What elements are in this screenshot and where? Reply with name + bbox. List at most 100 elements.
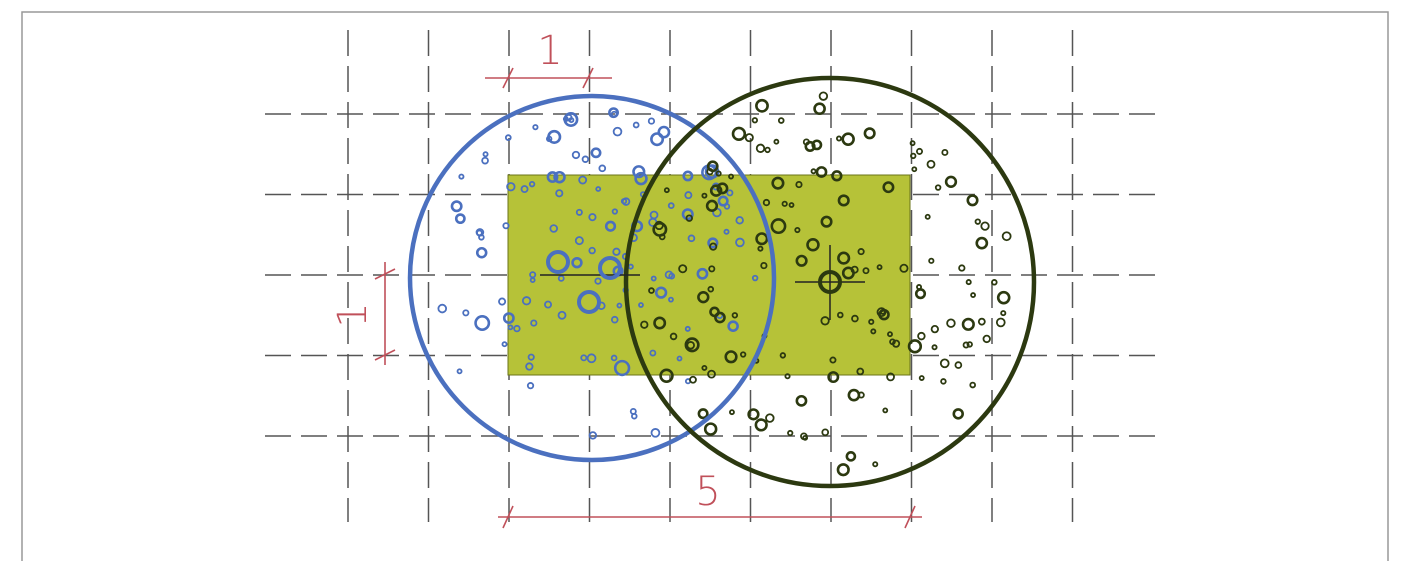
particle: [687, 234, 696, 243]
particle: [962, 341, 970, 349]
particle: [760, 261, 768, 270]
particle: [685, 214, 693, 222]
particle: [966, 341, 973, 348]
particle: [747, 408, 760, 421]
particle: [709, 184, 723, 197]
particle: [804, 140, 816, 152]
particle: [557, 310, 567, 320]
particle: [907, 339, 923, 354]
particle: [667, 202, 675, 210]
particle: [863, 127, 876, 140]
particle: [815, 166, 828, 178]
particle: [829, 356, 837, 364]
particle: [654, 286, 668, 299]
particle: [649, 210, 659, 220]
particle: [800, 432, 808, 441]
particle: [755, 98, 769, 113]
particle: [708, 265, 716, 273]
particle: [575, 208, 583, 216]
particle: [481, 156, 489, 165]
particle: [647, 117, 656, 125]
dimension-label: 1: [330, 302, 376, 327]
particle: [521, 296, 532, 306]
particle: [454, 213, 466, 225]
particle: [705, 199, 719, 212]
particle: [669, 332, 678, 341]
particle: [507, 324, 514, 331]
frame: [21, 11, 1389, 561]
particle: [707, 285, 715, 293]
particle: [612, 247, 621, 256]
particle: [716, 182, 729, 195]
particle: [969, 381, 977, 389]
particle: [565, 113, 573, 122]
particle: [528, 180, 536, 188]
particle: [914, 288, 927, 300]
particle: [502, 312, 515, 325]
particle: [650, 132, 665, 147]
particle: [754, 418, 768, 432]
particle: [588, 213, 597, 222]
particle: [707, 237, 719, 249]
particle: [977, 317, 986, 326]
particle: [689, 375, 697, 384]
particle: [629, 407, 637, 415]
particle: [727, 320, 739, 332]
particle: [526, 382, 535, 390]
particle: [632, 165, 646, 179]
particle: [504, 134, 512, 141]
particle: [714, 311, 726, 324]
particle: [649, 349, 657, 357]
particle: [940, 378, 947, 385]
particle: [520, 185, 529, 194]
particle: [703, 422, 718, 436]
particle: [638, 302, 644, 308]
particle: [648, 287, 655, 294]
particle: [939, 358, 950, 369]
particle: [616, 302, 623, 309]
particle: [608, 107, 619, 119]
particle: [474, 315, 491, 331]
particle: [731, 312, 739, 319]
blue-center: [577, 290, 601, 314]
particle: [970, 292, 976, 298]
dimension-top: 1: [485, 28, 612, 89]
particle: [886, 372, 895, 382]
particle: [612, 126, 623, 137]
particle: [762, 198, 771, 207]
particle: [696, 267, 709, 280]
particle: [462, 309, 470, 317]
green-center: [818, 270, 842, 294]
particle: [706, 167, 714, 176]
particle: [944, 175, 958, 188]
blue-center: [598, 256, 622, 280]
particle: [610, 315, 619, 324]
particle: [659, 368, 674, 383]
particle: [594, 277, 602, 285]
particle: [731, 126, 747, 142]
particle: [755, 143, 766, 153]
particle: [482, 151, 489, 158]
particle: [657, 125, 671, 139]
particle: [620, 198, 628, 205]
particle: [899, 263, 909, 273]
particle: [813, 102, 826, 116]
particle: [450, 200, 463, 213]
blue-zone: [407, 93, 777, 463]
particle: [513, 324, 521, 333]
particle: [458, 173, 465, 180]
particle: [794, 226, 801, 234]
particle: [604, 220, 617, 232]
particle: [991, 279, 998, 286]
particle: [841, 132, 855, 146]
particle: [847, 388, 861, 402]
particle: [652, 221, 668, 237]
particle: [961, 317, 975, 331]
particle: [701, 192, 708, 199]
particle: [911, 166, 918, 173]
particle: [729, 409, 735, 416]
particle: [827, 371, 840, 384]
particle: [862, 267, 870, 275]
particle: [498, 297, 507, 306]
particle: [831, 170, 843, 182]
